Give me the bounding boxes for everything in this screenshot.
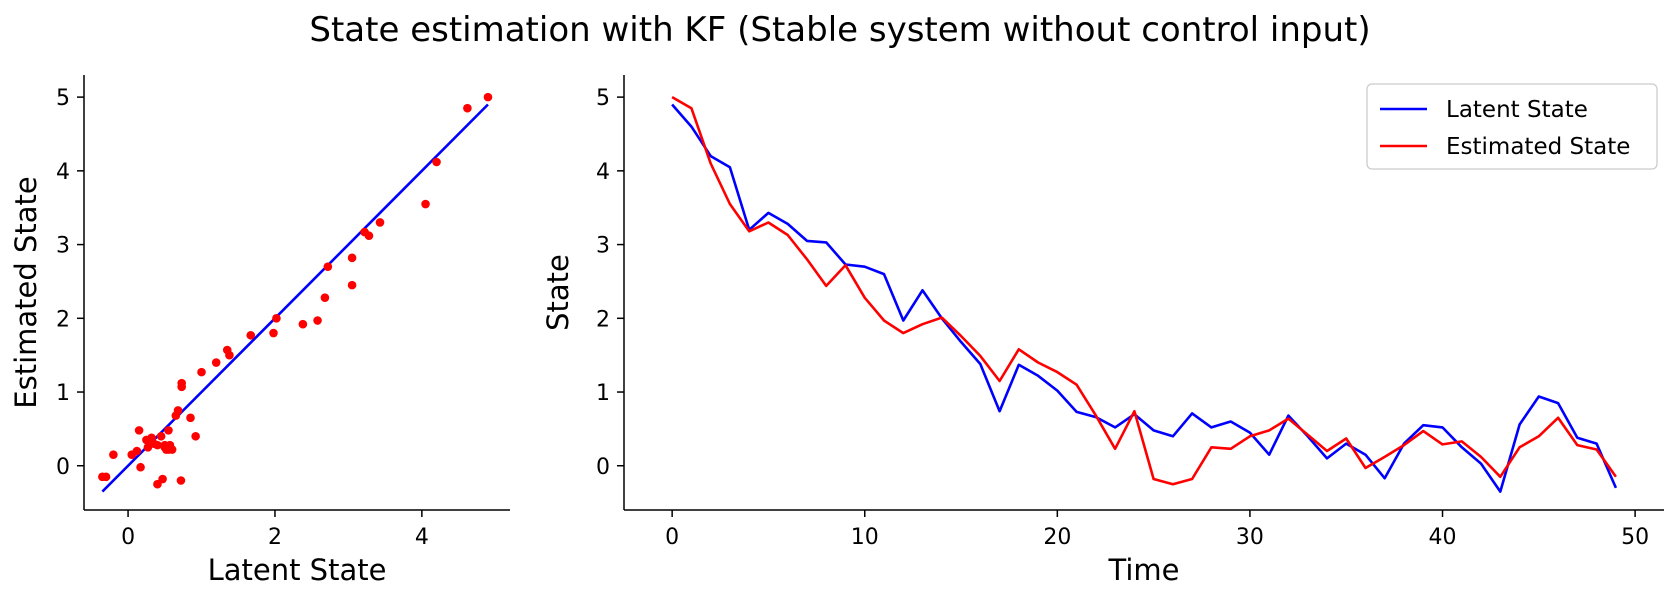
scatter-point — [153, 440, 162, 450]
scatter-point — [272, 314, 281, 323]
scatter-point — [347, 253, 357, 263]
scatter-point — [134, 426, 144, 435]
scatter-point — [177, 382, 186, 392]
scatter-point — [156, 431, 166, 441]
timeseries-y-tick-label: 1 — [596, 381, 610, 406]
scatter-point — [136, 462, 145, 472]
scatter-y-axis-label: Estimated State — [9, 176, 43, 408]
timeseries-x-tick-label: 10 — [851, 525, 879, 550]
timeseries-x-tick-label: 50 — [1621, 525, 1649, 550]
timeseries-x-tick-label: 20 — [1043, 525, 1071, 550]
scatter-x-tick-label: 2 — [268, 525, 282, 550]
scatter-point — [176, 476, 186, 485]
legend-label: Latent State — [1446, 97, 1588, 123]
scatter-point — [347, 280, 357, 290]
timeseries-y-tick-label: 5 — [596, 86, 610, 111]
scatter-point — [364, 231, 374, 241]
scatter-point — [173, 406, 183, 415]
scatter-point — [298, 319, 308, 329]
scatter-x-tick-label: 0 — [121, 525, 135, 550]
scatter-point — [191, 431, 200, 441]
timeseries-y-tick-label: 3 — [596, 234, 610, 259]
timeseries-x-tick-label: 40 — [1429, 525, 1457, 550]
scatter-point — [164, 426, 173, 435]
scatter-point — [101, 472, 111, 482]
scatter-point — [432, 157, 441, 167]
series-line-latent-state — [671, 103, 1618, 493]
scatter-point — [323, 262, 333, 271]
legend-box — [1366, 83, 1658, 170]
scatter-point — [167, 445, 177, 454]
timeseries-y-tick-label: 2 — [596, 307, 610, 332]
scatter-point — [186, 413, 195, 423]
legend: Latent State Estimated State — [1366, 83, 1658, 170]
scatter-point — [197, 367, 206, 377]
scatter-y-tick-label: 3 — [56, 234, 70, 259]
timeseries-y-axis-label: State — [541, 254, 575, 331]
scatter-y-tick-label: 4 — [56, 160, 70, 185]
scatter-y-tick-label: 2 — [56, 307, 70, 332]
scatter-point — [320, 293, 330, 302]
scatter-point — [158, 474, 167, 484]
scatter-point — [313, 316, 322, 325]
scatter-point — [483, 92, 493, 102]
scatter-point — [463, 103, 472, 113]
timeseries-y-tick-label: 0 — [596, 455, 610, 480]
scatter-point — [225, 350, 234, 360]
time-series-plot: 0 10 20 30 40 50 0 1 2 3 4 5 Time State Latent State Es… — [541, 75, 1664, 587]
scatter-point — [211, 358, 221, 367]
scatter-point — [375, 218, 385, 227]
scatter-point — [421, 199, 430, 209]
scatter-y-tick-label: 0 — [56, 455, 70, 480]
scatter-point — [269, 328, 278, 338]
timeseries-x-tick-label: 0 — [665, 525, 679, 550]
series-line-estimated-state — [671, 95, 1617, 486]
scatter-point — [246, 330, 256, 340]
timeseries-y-tick-label: 4 — [596, 160, 610, 185]
scatter-y-tick-label: 1 — [56, 381, 70, 406]
scatter-y-tick-label: 5 — [56, 86, 70, 111]
figure-title: State estimation with KF (Stable system … — [309, 10, 1370, 50]
scatter-point — [132, 446, 142, 456]
scatter-x-tick-label: 4 — [415, 525, 429, 550]
scatter-x-axis-label: Latent State — [208, 553, 387, 587]
scatter-plot: 0 2 4 0 1 2 3 4 5 Latent State Estimated State — [9, 75, 510, 587]
legend-label: Estimated State — [1446, 134, 1630, 160]
timeseries-x-tick-label: 30 — [1236, 525, 1264, 550]
timeseries-x-axis-label: Time — [1108, 553, 1180, 587]
scatter-point — [109, 450, 118, 460]
